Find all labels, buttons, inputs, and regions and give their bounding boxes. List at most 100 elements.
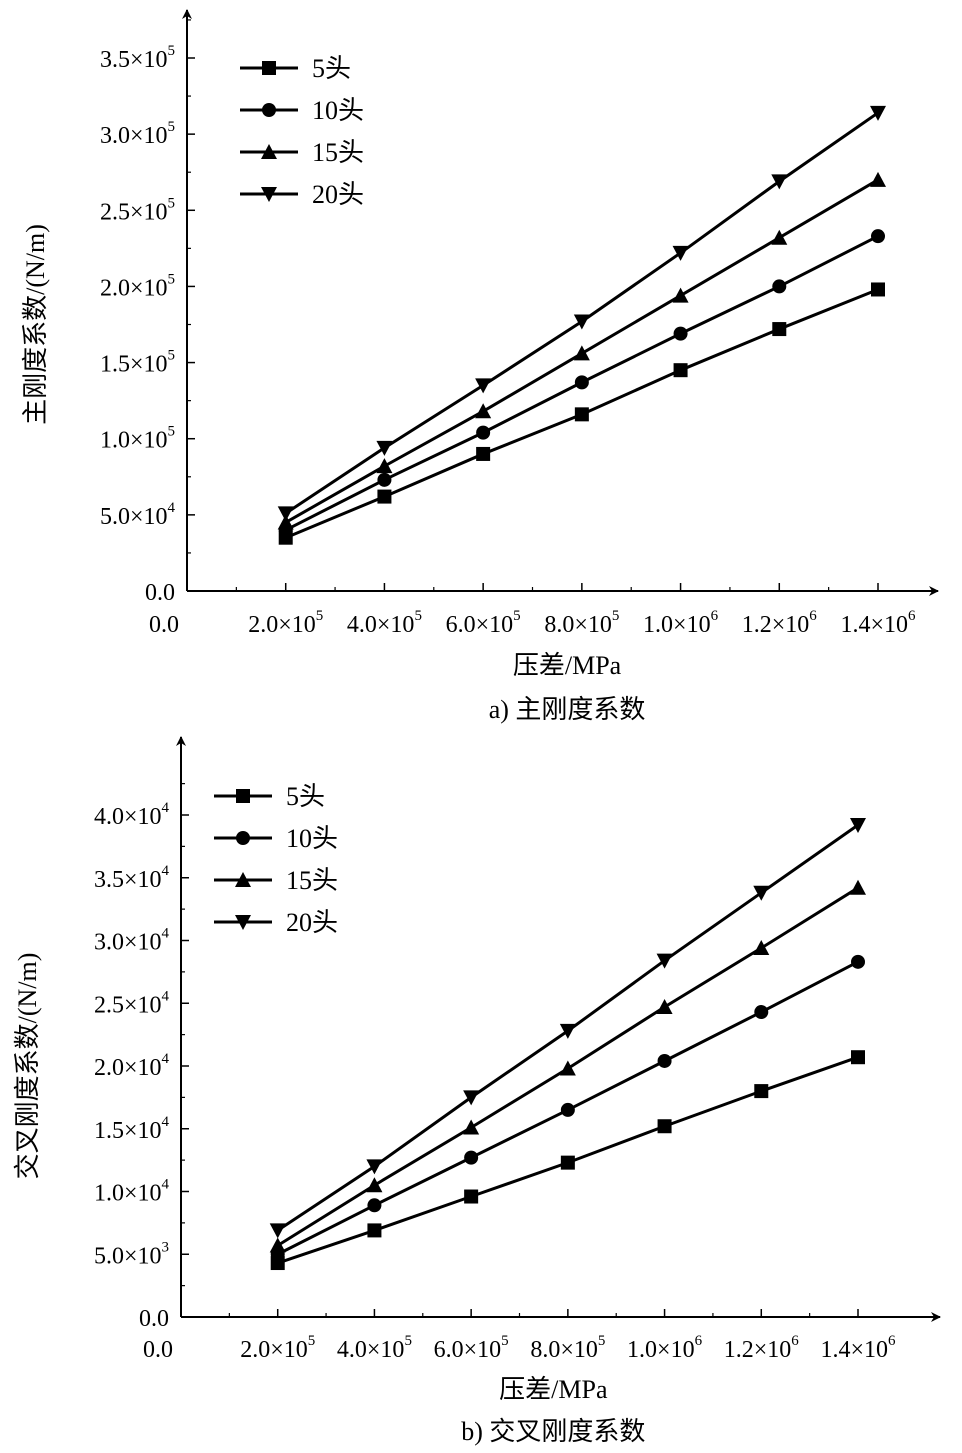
data-point [376, 458, 393, 474]
data-point [475, 378, 492, 394]
chart-b: 0.0 2.0×105 4.0×105 6.0×105 8.0×105 1.0×106 1.… [13, 736, 941, 1446]
data-point [656, 999, 673, 1015]
data-point [464, 1150, 479, 1165]
data-point [277, 506, 294, 522]
y-tick-label: 3.0×104 [94, 926, 170, 956]
x-tick-label: 0.0 [149, 612, 179, 638]
x-tick-label: 2.0×105 [240, 1333, 315, 1363]
legend-marker [261, 144, 277, 159]
legend-marker [235, 872, 251, 887]
y-tick-label: 5.0×104 [100, 500, 176, 530]
data-point [870, 171, 886, 187]
legend-label: 10头 [286, 824, 338, 853]
legend-marker [235, 915, 251, 930]
y-tick-label: 4.0×104 [94, 800, 170, 830]
data-point [277, 514, 294, 530]
x-tick-label: 1.4×106 [820, 1333, 896, 1363]
data-point [476, 425, 491, 440]
x-axis-label: 压差/MPa [499, 1375, 608, 1404]
data-point [772, 279, 787, 294]
x-tick-label: 6.0×105 [434, 1333, 509, 1363]
data-point [376, 440, 393, 456]
y-axis-label: 主刚度系数/(N/m) [21, 224, 50, 425]
data-point [657, 1119, 672, 1134]
chart-a: 0.0 2.0×105 4.0×105 6.0×105 8.0×105 1.0×106 1.… [21, 9, 939, 724]
data-point [850, 818, 866, 834]
data-point [753, 885, 770, 901]
y-tick-label: 0.0 [139, 1306, 169, 1332]
y-tick-label: 2.5×104 [94, 988, 170, 1018]
x-tick-label: 2.0×105 [248, 608, 323, 638]
data-point [377, 489, 392, 504]
figure-caption: b) 交叉刚度系数 [461, 1417, 645, 1446]
y-tick-label: 2.5×105 [100, 195, 175, 225]
y-tick-label: 1.0×104 [94, 1177, 170, 1207]
x-tick-label: 1.0×106 [627, 1333, 703, 1363]
data-point [656, 953, 673, 969]
legend-label: 20头 [312, 180, 364, 209]
data-point [851, 954, 865, 969]
x-tick-label: 4.0×105 [347, 608, 422, 638]
y-tick-label: 0.0 [145, 580, 175, 606]
data-point [574, 375, 589, 390]
x-axis-label: 压差/MPa [513, 651, 622, 680]
data-point [475, 403, 492, 419]
data-point [870, 105, 886, 121]
x-tick-label: 4.0×105 [337, 1333, 412, 1363]
legend-label: 5头 [286, 782, 325, 811]
data-point [673, 363, 688, 378]
x-tick-label: 1.0×106 [643, 608, 719, 638]
data-point [673, 326, 688, 341]
y-tick-label: 1.5×104 [94, 1114, 170, 1144]
data-point [573, 314, 590, 330]
data-point [871, 282, 885, 297]
data-point [574, 407, 589, 422]
data-point [672, 245, 689, 261]
legend-marker [261, 187, 277, 202]
legend-marker [236, 831, 250, 845]
legend-label: 20头 [286, 908, 338, 937]
data-point [377, 472, 392, 487]
data-point [672, 287, 689, 303]
x-tick-label: 1.4×106 [840, 608, 916, 638]
y-tick-label: 2.0×105 [100, 271, 175, 301]
x-tick-label: 1.2×106 [742, 608, 818, 638]
data-point [657, 1053, 672, 1068]
data-point [464, 1189, 479, 1204]
data-point [269, 1237, 286, 1253]
data-point [559, 1060, 576, 1076]
x-tick-label: 8.0×105 [544, 608, 619, 638]
data-point [753, 940, 770, 956]
y-tick-label: 3.0×105 [100, 119, 175, 149]
y-axis-label: 交叉刚度系数/(N/m) [13, 953, 42, 1180]
data-point [366, 1177, 383, 1193]
data-point [560, 1102, 575, 1117]
data-point [269, 1223, 286, 1239]
legend-label: 15头 [312, 138, 364, 167]
figure-caption: a) 主刚度系数 [489, 695, 646, 724]
data-point [367, 1223, 382, 1238]
data-point [463, 1119, 480, 1135]
legend-label: 10头 [312, 96, 364, 125]
data-point [771, 229, 788, 245]
x-tick-label: 8.0×105 [530, 1333, 605, 1363]
data-point [754, 1005, 769, 1020]
data-point [463, 1090, 480, 1106]
x-tick-label: 1.2×106 [724, 1333, 800, 1363]
y-tick-label: 2.0×104 [94, 1051, 170, 1081]
x-tick-label: 0.0 [143, 1337, 173, 1363]
y-tick-label: 1.0×105 [100, 424, 175, 454]
y-tick-label: 3.5×105 [100, 43, 175, 73]
y-tick-label: 3.5×104 [94, 863, 170, 893]
legend-label: 15头 [286, 866, 338, 895]
data-point [850, 879, 866, 895]
series-line-3 [284, 111, 879, 515]
x-tick-label: 6.0×105 [446, 608, 521, 638]
data-point [871, 229, 885, 244]
y-tick-label: 1.5×105 [100, 348, 175, 378]
data-point [476, 446, 491, 461]
legend-marker [262, 61, 276, 75]
legend-label: 5头 [312, 54, 351, 83]
data-point [851, 1050, 865, 1065]
